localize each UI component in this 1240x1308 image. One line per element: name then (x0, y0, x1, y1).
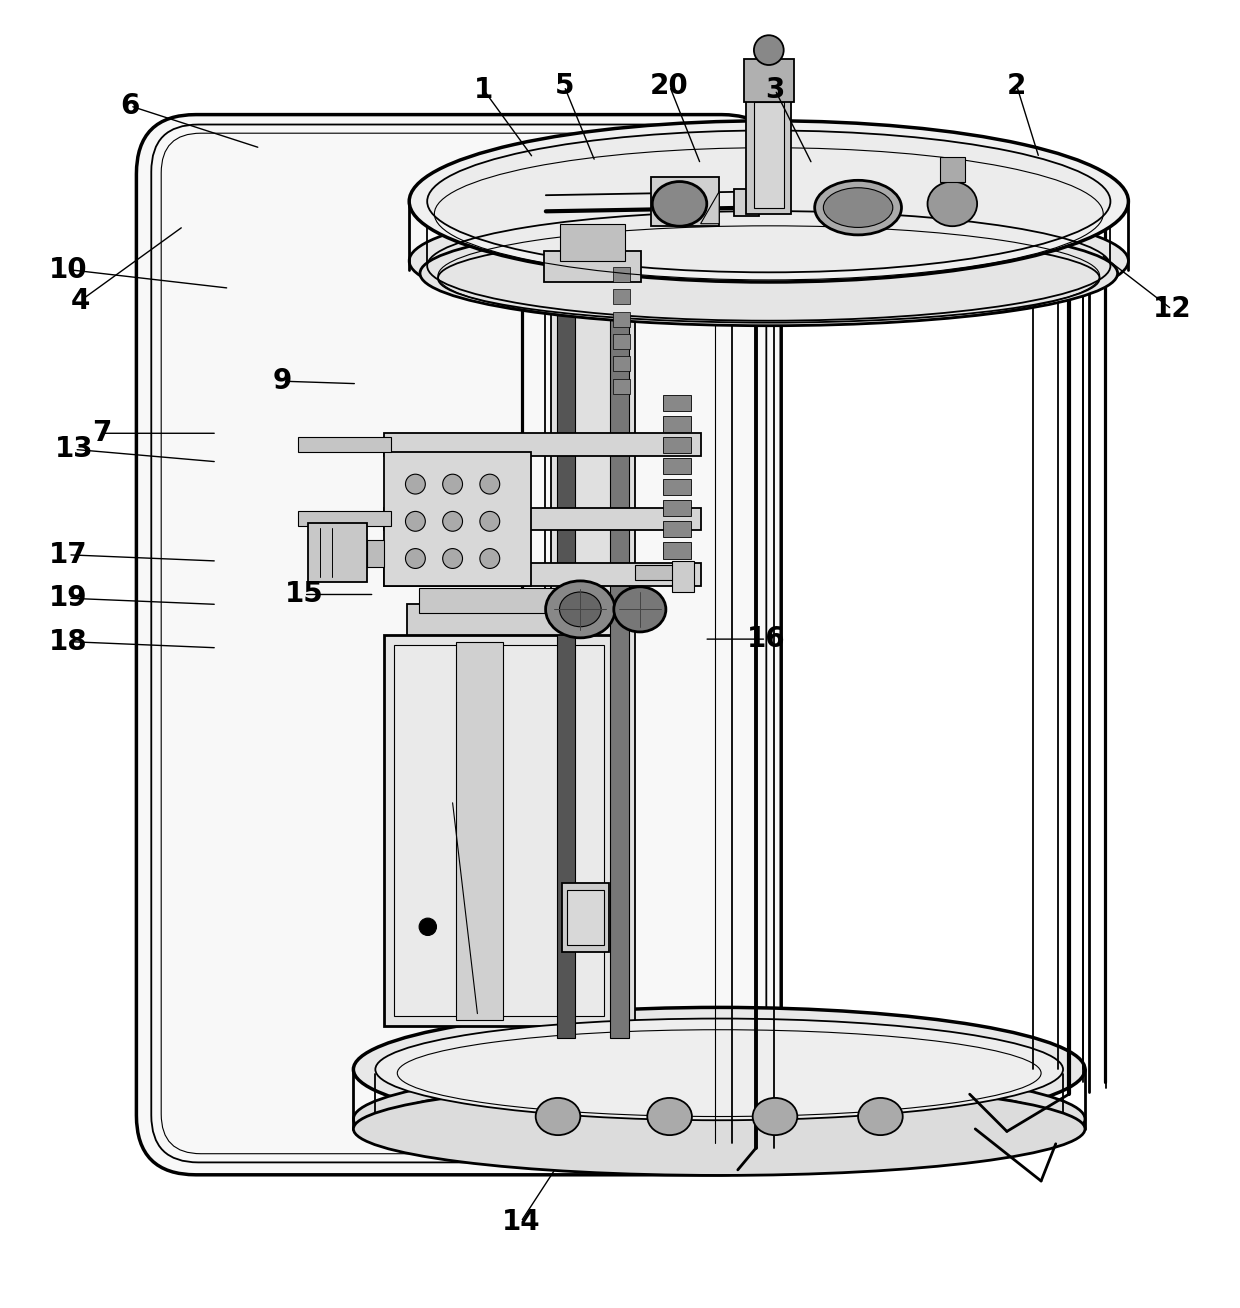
Ellipse shape (353, 1007, 1085, 1131)
Bar (613, 356, 630, 371)
Text: 6: 6 (120, 92, 140, 120)
Text: 17: 17 (48, 540, 88, 569)
Ellipse shape (427, 131, 1110, 272)
Bar (754, 102, 784, 208)
Text: 15: 15 (284, 581, 324, 608)
Ellipse shape (419, 918, 436, 935)
Bar (613, 289, 630, 305)
Bar (298, 511, 391, 526)
Text: 19: 19 (48, 585, 88, 612)
Bar (744, 59, 794, 102)
Bar (384, 433, 701, 455)
Text: 5: 5 (554, 72, 574, 101)
Bar (567, 889, 604, 946)
Ellipse shape (405, 548, 425, 569)
Text: 4: 4 (71, 286, 91, 315)
Ellipse shape (405, 511, 425, 531)
Bar (613, 334, 630, 349)
Ellipse shape (754, 35, 784, 65)
Bar (734, 188, 759, 216)
Bar (663, 416, 691, 432)
Bar (298, 437, 391, 451)
Text: 13: 13 (55, 436, 94, 463)
Ellipse shape (353, 1066, 1085, 1172)
Ellipse shape (405, 475, 425, 494)
Bar (663, 500, 691, 517)
Bar (562, 883, 609, 952)
Bar (613, 311, 630, 327)
Ellipse shape (858, 1097, 903, 1135)
Bar (394, 645, 604, 1016)
Text: 2: 2 (1007, 72, 1027, 101)
Bar (663, 395, 691, 411)
Text: 20: 20 (650, 72, 689, 101)
Ellipse shape (443, 548, 463, 569)
Bar (663, 437, 691, 453)
Ellipse shape (559, 593, 601, 627)
Bar (635, 565, 684, 579)
Text: 12: 12 (1152, 296, 1192, 323)
Text: 14: 14 (501, 1207, 541, 1236)
Ellipse shape (480, 511, 500, 531)
Ellipse shape (443, 475, 463, 494)
Ellipse shape (546, 581, 615, 638)
Bar (544, 251, 641, 283)
Text: 16: 16 (746, 625, 786, 653)
Ellipse shape (353, 1083, 1085, 1176)
Bar (384, 564, 701, 586)
Ellipse shape (536, 1097, 580, 1135)
Ellipse shape (652, 182, 707, 226)
Ellipse shape (753, 1097, 797, 1135)
Ellipse shape (409, 200, 1128, 322)
Bar (551, 276, 635, 1039)
Ellipse shape (480, 475, 500, 494)
Ellipse shape (823, 188, 893, 228)
Ellipse shape (420, 221, 1117, 326)
Bar (456, 642, 503, 1020)
Text: 7: 7 (92, 420, 112, 447)
Ellipse shape (480, 548, 500, 569)
Bar (746, 95, 791, 213)
Bar (367, 540, 384, 568)
Bar (663, 458, 691, 475)
Ellipse shape (647, 1097, 692, 1135)
Text: 1: 1 (474, 76, 494, 103)
Bar (419, 589, 579, 613)
Bar (384, 451, 531, 586)
Bar (407, 604, 591, 636)
Ellipse shape (928, 182, 977, 226)
Ellipse shape (815, 181, 901, 235)
Text: 3: 3 (765, 76, 785, 103)
Bar (672, 561, 694, 593)
Bar (613, 379, 630, 394)
Bar (384, 636, 614, 1025)
Text: 9: 9 (273, 368, 293, 395)
Bar (651, 177, 719, 226)
Polygon shape (701, 191, 719, 224)
FancyBboxPatch shape (136, 115, 781, 1175)
Bar (610, 276, 629, 1039)
Ellipse shape (409, 120, 1128, 283)
Bar (613, 267, 630, 283)
Bar (560, 224, 625, 260)
Ellipse shape (614, 587, 666, 632)
Bar (940, 157, 965, 182)
Bar (663, 543, 691, 559)
Bar (384, 508, 701, 530)
Text: 10: 10 (48, 255, 88, 284)
Ellipse shape (376, 1019, 1063, 1120)
Bar (557, 276, 575, 1039)
Text: 18: 18 (48, 628, 88, 655)
Bar (663, 479, 691, 496)
Bar (663, 522, 691, 538)
Bar (308, 523, 367, 582)
Ellipse shape (443, 511, 463, 531)
